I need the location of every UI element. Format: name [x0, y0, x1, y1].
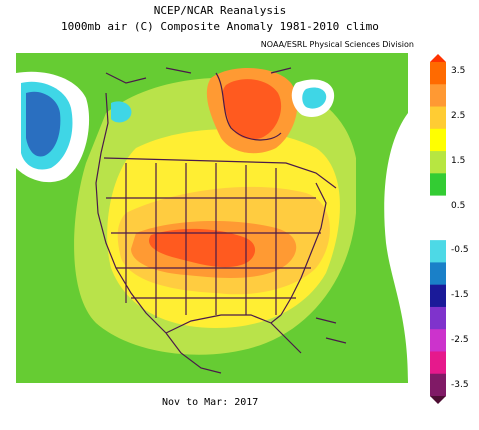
- colorbar-swatch: [430, 195, 446, 219]
- colorbar-top-arrow: [430, 54, 446, 62]
- colorbar-tick-label: -0.5: [451, 245, 469, 256]
- colorbar-tick-label: -1.5: [451, 290, 469, 301]
- colorbar-swatch: [430, 151, 446, 174]
- colorbar-swatch: [430, 240, 446, 263]
- colorbar-tick-label: 2.5: [451, 110, 466, 121]
- west-coastline: [95, 92, 167, 334]
- east-green-fill: [356, 53, 408, 383]
- colorbar-swatch: [430, 62, 446, 85]
- labrador-cyan-ring: [302, 87, 327, 109]
- north-red-core: [222, 79, 282, 140]
- period-label: Nov to Mar: 2017: [162, 397, 259, 408]
- colorbar-swatch: [430, 173, 446, 197]
- colorbar-bottom-arrow: [430, 396, 446, 404]
- colorbar-tick-label: -3.5: [451, 380, 469, 390]
- colorbar-swatch: [430, 284, 446, 308]
- colorbar-swatch: [430, 373, 446, 397]
- colorbar-swatch: [430, 262, 446, 286]
- colorbar-tick-label: -2.5: [451, 335, 469, 346]
- map-subtitle: 1000mb air (C) Composite Anomaly 1981-20…: [61, 20, 379, 33]
- colorbar-swatch: [430, 217, 446, 241]
- gulf-coastline: [165, 314, 282, 334]
- cyan-blob-north: [111, 101, 132, 123]
- colorbar-swatch: [430, 106, 446, 130]
- caribbean-outline: [315, 317, 347, 344]
- boundary-lines: [95, 67, 347, 374]
- mexico-outline: [165, 322, 302, 374]
- colorbar-tick-label: 3.5: [451, 66, 466, 76]
- colorbar-tick-label: 1.5: [451, 155, 466, 166]
- colorbar-swatch: [430, 329, 446, 352]
- colorbar-swatch: [430, 351, 446, 375]
- colorbar: [430, 54, 446, 404]
- colorbar-swatch: [430, 306, 446, 330]
- hudson-bay-outline: [215, 72, 282, 141]
- colorbar-swatches: [430, 62, 446, 397]
- west-blue-zone: [26, 91, 61, 157]
- credit-label: NOAA/ESRL Physical Sciences Division: [260, 40, 414, 49]
- map-title: NCEP/NCAR Reanalysis: [153, 4, 287, 17]
- red-orange-core: [148, 228, 256, 268]
- anomaly-map: [16, 53, 408, 383]
- colorbar-tick-label: 0.5: [451, 200, 466, 211]
- colorbar-swatch: [430, 128, 446, 152]
- colorbar-swatch: [430, 84, 446, 108]
- arctic-islands-outline: [105, 67, 292, 84]
- canada-us-border: [103, 157, 337, 189]
